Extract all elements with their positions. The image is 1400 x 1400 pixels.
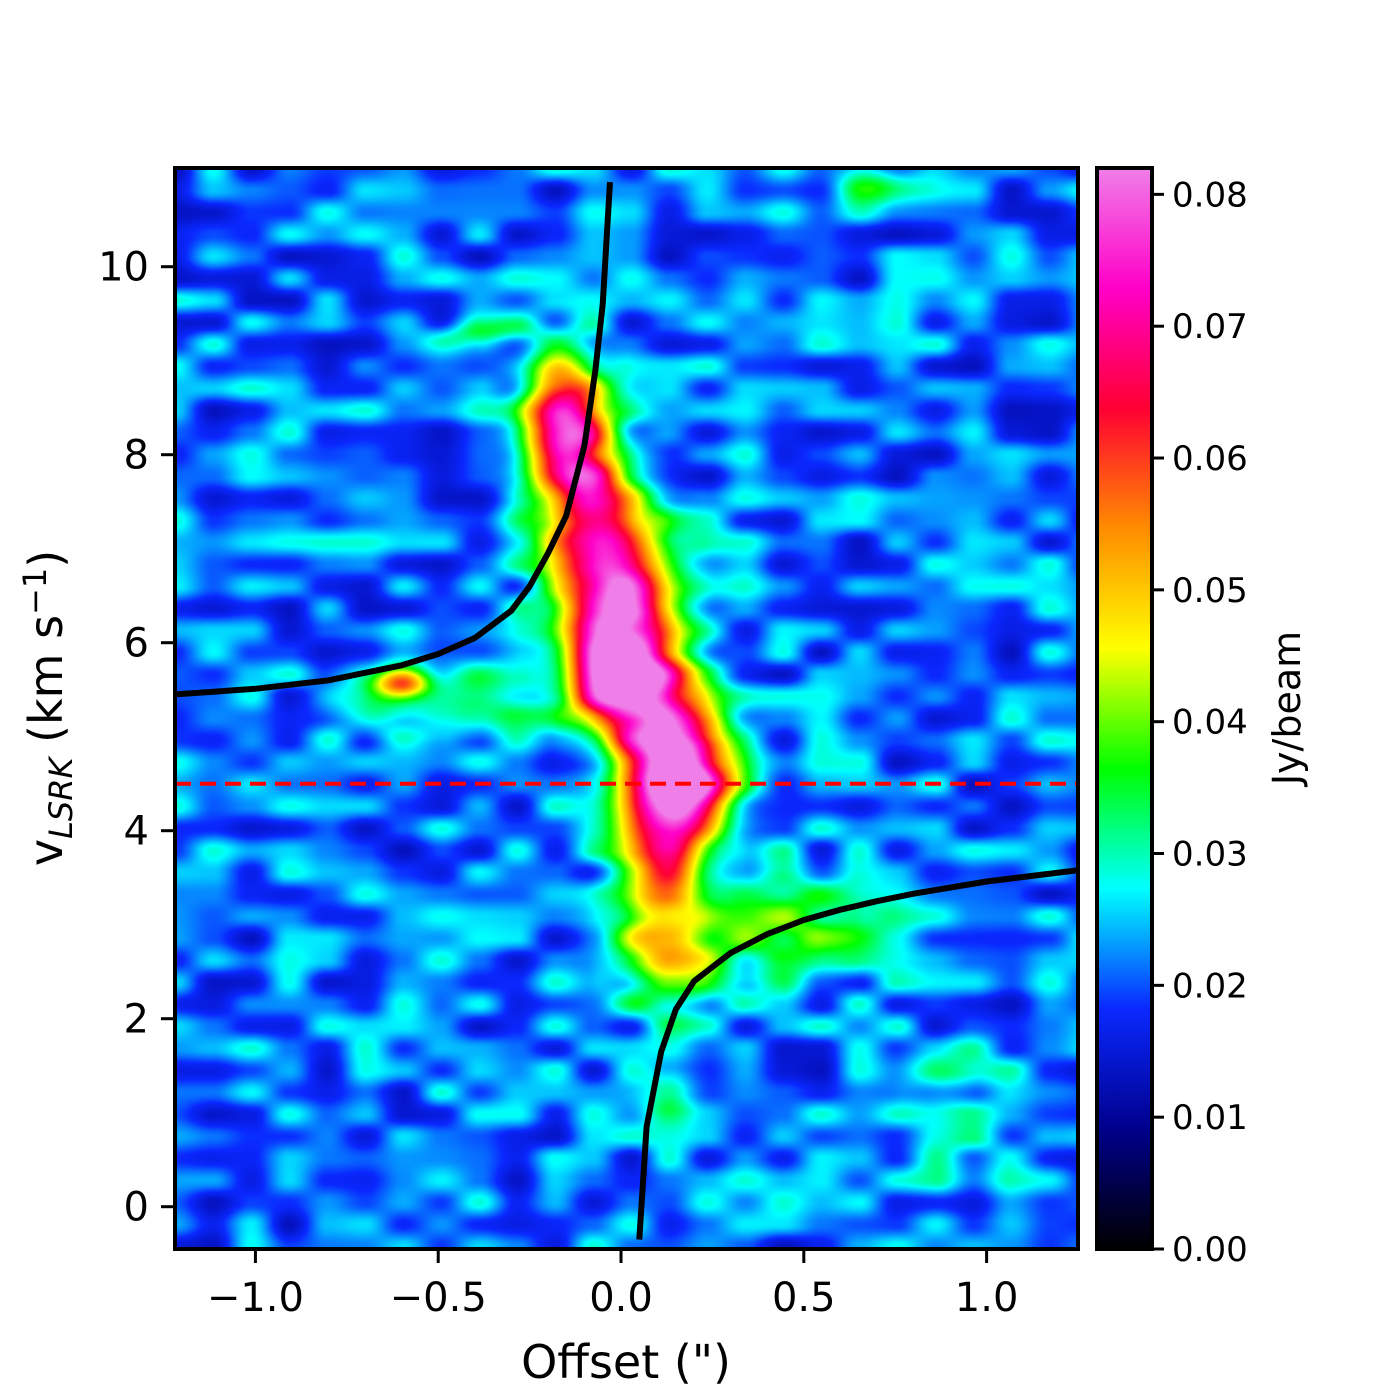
colorbar-tick-label: 0.00: [1172, 1230, 1248, 1270]
colorbar-tick-label: 0.05: [1172, 571, 1248, 611]
y-axis-title-superscript: −1: [16, 568, 54, 615]
x-tick-label: −0.5: [390, 1275, 487, 1321]
y-axis: 0 2 4 6 8 10: [98, 245, 175, 1231]
colorbar-tick-label: 0.01: [1172, 1098, 1248, 1138]
y-tick-label: 2: [124, 997, 149, 1043]
colorbar-tick-label: 0.03: [1172, 835, 1248, 875]
overlay-layer: [175, 181, 1078, 1240]
plot-frame: [173, 166, 1080, 1251]
colorbar-tick-label: 0.04: [1172, 703, 1248, 743]
keplerian-curve-1: [175, 181, 613, 698]
y-tick-label: 0: [124, 1185, 149, 1231]
x-tick-label: 0.5: [772, 1275, 836, 1321]
colorbar-tick-label: 0.07: [1172, 307, 1248, 347]
keplerian-curve-2: [636, 867, 1078, 1240]
colorbar: 0.00 0.01 0.02 0.03 0.04 0.05 0.06 0.07 0.08 Jy/…: [1095, 166, 1309, 1270]
y-axis-title-main: v: [19, 839, 73, 866]
x-axis: −1.0 −0.5 0.0 0.5 1.0: [207, 1249, 1019, 1321]
y-axis-title: vLSRK (km s−1): [16, 550, 80, 866]
colorbar-tick-label: 0.08: [1172, 175, 1248, 215]
x-tick-label: 1.0: [955, 1275, 1019, 1321]
y-tick-label: 6: [124, 621, 149, 667]
plot-area: [173, 166, 1080, 1251]
intensity-heatmap: [175, 168, 1078, 1249]
colorbar-tick-label: 0.02: [1172, 966, 1248, 1006]
x-tick-label: −1.0: [207, 1275, 304, 1321]
colorbar-gradient: [1097, 168, 1152, 1249]
y-axis-title-close: ): [19, 550, 73, 568]
y-tick-label: 8: [124, 433, 149, 479]
y-axis-title-unit: (km s: [19, 615, 73, 758]
y-tick-label: 10: [98, 245, 149, 291]
x-axis-title: Offset ("): [521, 1335, 731, 1389]
x-tick-label: 0.0: [589, 1275, 653, 1321]
colorbar-frame: [1095, 166, 1154, 1251]
y-axis-title-subscript: LSRK: [42, 755, 80, 839]
colorbar-title: Jy/beam: [1265, 631, 1309, 787]
y-tick-label: 4: [124, 809, 149, 855]
colorbar-ticks: 0.00 0.01 0.02 0.03 0.04 0.05 0.06 0.07 0.08: [1152, 175, 1248, 1270]
colorbar-tick-label: 0.06: [1172, 439, 1248, 479]
